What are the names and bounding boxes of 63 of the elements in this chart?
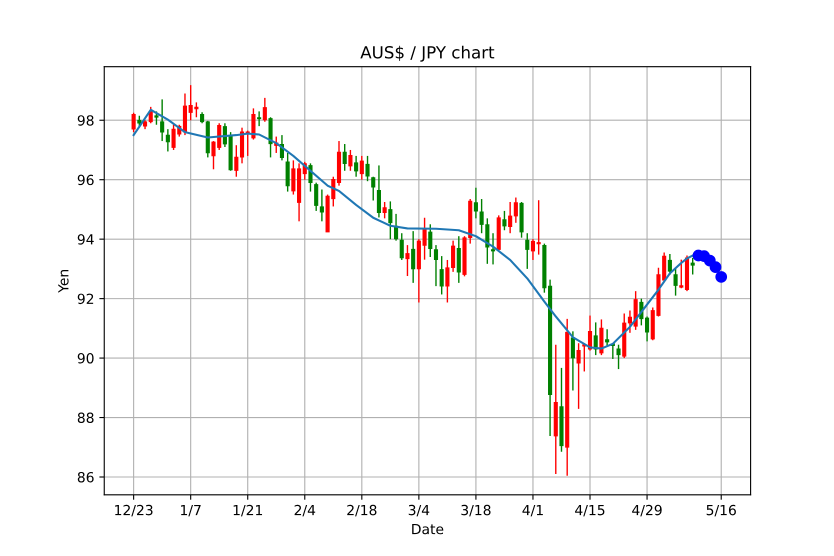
point bbox=[710, 261, 722, 273]
x-axis-title: Date bbox=[412, 524, 444, 534]
candlestick bbox=[194, 102, 198, 118]
candlestick bbox=[474, 187, 478, 220]
x-tick-label: 1/7 bbox=[181, 504, 201, 516]
candlestick bbox=[434, 244, 438, 287]
candlestick bbox=[348, 149, 352, 172]
x-tick-label: 2/18 bbox=[347, 504, 376, 516]
x-tick-label: 12/23 bbox=[115, 504, 153, 516]
y-tick-label: 86 bbox=[78, 472, 94, 482]
candlestick bbox=[411, 230, 416, 284]
candlestick bbox=[674, 267, 678, 296]
candlestick bbox=[508, 201, 512, 234]
y-tick-label: 96 bbox=[78, 174, 94, 186]
candlestick bbox=[360, 155, 364, 180]
candlestick bbox=[365, 155, 370, 182]
x-tick-label: 3/4 bbox=[408, 504, 430, 516]
candlestick bbox=[376, 164, 381, 218]
y-tick-label: 94 bbox=[78, 234, 94, 245]
candlestick bbox=[456, 235, 461, 284]
candlestick bbox=[480, 198, 484, 234]
candlestick bbox=[594, 322, 598, 356]
candlestick bbox=[342, 143, 347, 172]
candlestick bbox=[616, 344, 621, 370]
x-tick-label: 2/4 bbox=[294, 504, 316, 516]
candlestick bbox=[570, 330, 575, 392]
candlestick bbox=[490, 232, 496, 266]
x-tick-label: 1/21 bbox=[234, 504, 262, 516]
candlestick bbox=[690, 257, 695, 276]
x-tick-label: 4/29 bbox=[632, 504, 662, 516]
y-tick-label: 92 bbox=[78, 294, 94, 304]
point bbox=[715, 271, 728, 283]
y-axis-title: Yen bbox=[58, 270, 69, 293]
x-tick-label: 4/15 bbox=[575, 504, 604, 516]
candlestick bbox=[502, 210, 506, 231]
candlestick bbox=[257, 110, 262, 127]
candlestick bbox=[160, 98, 164, 142]
candlestick bbox=[668, 253, 672, 276]
chart-title: AUS$ / JPY chart bbox=[360, 46, 494, 62]
x-tick-label: 3/18 bbox=[461, 504, 491, 516]
candlestick bbox=[440, 255, 444, 296]
candlestick bbox=[400, 232, 404, 261]
candlestick bbox=[525, 232, 530, 270]
candlestick bbox=[154, 110, 159, 126]
candlestick bbox=[405, 244, 410, 277]
candlestick bbox=[354, 155, 358, 178]
candlestick bbox=[166, 128, 170, 152]
x-tick-label: 4/1 bbox=[522, 504, 543, 516]
candlestick bbox=[371, 176, 376, 202]
candlestick bbox=[132, 112, 136, 133]
candlestick bbox=[514, 196, 518, 224]
candlestick bbox=[320, 188, 324, 222]
candlestick bbox=[314, 182, 318, 212]
candlestick bbox=[605, 328, 610, 347]
y-tick-label: 88 bbox=[78, 412, 94, 424]
y-tick-label: 98 bbox=[78, 115, 94, 126]
candlestick bbox=[576, 342, 581, 410]
candlestick bbox=[428, 224, 432, 258]
y-tick-label: 90 bbox=[78, 353, 94, 364]
candlestick bbox=[388, 200, 392, 240]
candlestick bbox=[382, 201, 387, 220]
candlestick bbox=[262, 97, 267, 122]
x-tick-label: 5/16 bbox=[706, 504, 736, 516]
